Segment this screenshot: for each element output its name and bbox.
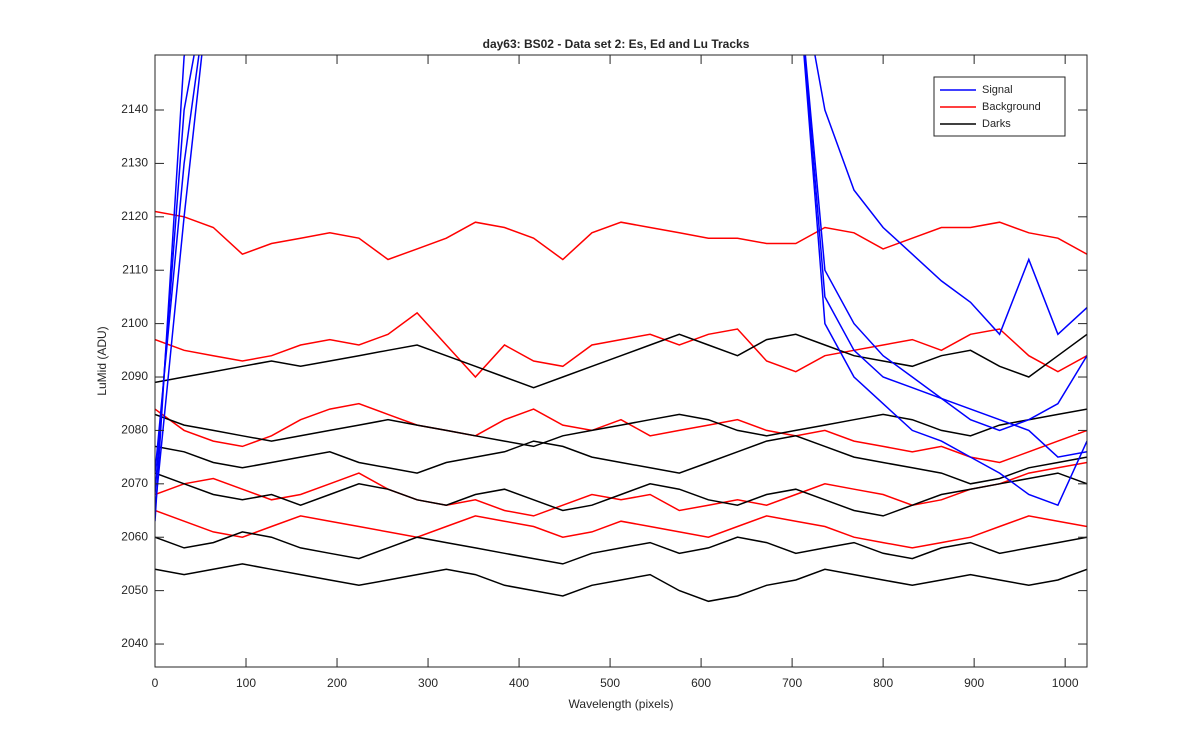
x-tick-label: 900 — [964, 676, 984, 690]
series-line — [155, 509, 1087, 549]
x-tick-label: 100 — [236, 676, 256, 690]
series-line — [155, 472, 1087, 517]
series-line — [155, 402, 1087, 464]
plot-lines — [155, 55, 1087, 603]
y-tick-label: 2070 — [121, 476, 148, 490]
y-tick-label: 2140 — [121, 102, 148, 116]
chart-title: day63: BS02 - Data set 2: Es, Ed and Lu … — [483, 37, 750, 51]
x-tick-label: 600 — [691, 676, 711, 690]
series-line — [155, 55, 1087, 522]
plot-area — [155, 55, 1087, 667]
y-tick-label: 2110 — [122, 262, 148, 276]
y-tick-label: 2040 — [121, 636, 148, 650]
series-line — [155, 210, 1087, 261]
series-line — [155, 531, 1087, 565]
legend: Signal Background Darks — [933, 76, 1066, 137]
x-tick-label: 800 — [873, 676, 893, 690]
legend-label: Darks — [982, 118, 1011, 130]
series-line — [155, 408, 1087, 448]
x-tick-label: 700 — [782, 676, 802, 690]
legend-box — [933, 76, 1066, 137]
y-tick-label: 2080 — [121, 423, 148, 437]
y-tick-label: 2130 — [121, 156, 148, 170]
series-line — [155, 55, 1087, 495]
x-tick-label: 200 — [327, 676, 347, 690]
series-line — [155, 55, 1087, 507]
series-line — [155, 435, 1087, 485]
legend-label: Background — [982, 101, 1041, 113]
x-tick-label: 1000 — [1052, 676, 1079, 690]
x-tick-label: 300 — [418, 676, 438, 690]
series-line — [155, 55, 1087, 511]
y-tick-label: 2060 — [121, 529, 148, 543]
series-line — [155, 333, 1087, 389]
x-axis-label: Wavelength (pixels) — [569, 697, 674, 711]
series-line — [155, 563, 1087, 603]
x-tick-label: 500 — [600, 676, 620, 690]
y-axis-label: LuMid (ADU) — [95, 326, 109, 395]
x-tick-label: 0 — [152, 676, 159, 690]
x-tick-label: 400 — [509, 676, 529, 690]
y-tick-label: 2050 — [121, 583, 148, 597]
series-line — [155, 311, 1087, 379]
axes-box — [154, 54, 1088, 668]
series-line — [155, 461, 1087, 517]
y-tick-label: 2100 — [121, 316, 148, 330]
y-tick-label: 2090 — [121, 369, 148, 383]
y-tick-label: 2120 — [121, 209, 148, 223]
legend-label: Signal — [982, 84, 1013, 96]
